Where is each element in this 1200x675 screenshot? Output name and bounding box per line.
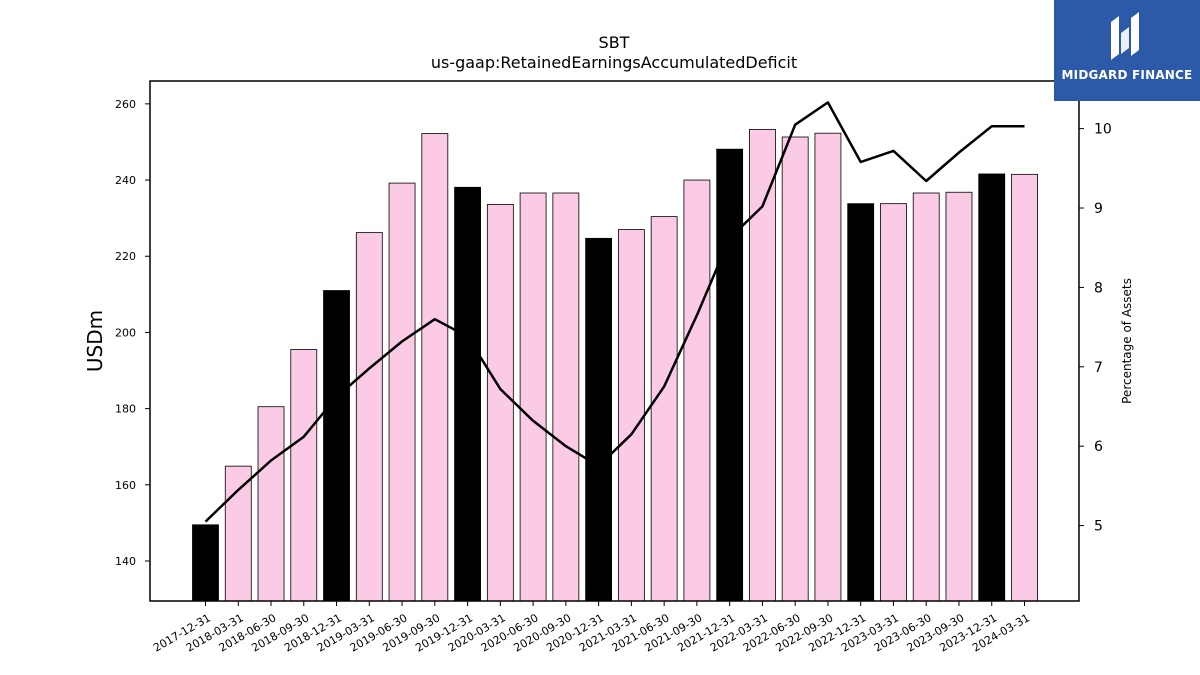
bar-group <box>192 128 1038 602</box>
bar <box>355 232 383 602</box>
bar <box>519 192 547 602</box>
y2-axis-label: Percentage of Assets <box>1120 278 1134 404</box>
y-tick-label: 180 <box>115 403 136 416</box>
bar <box>716 148 744 602</box>
y-axis-label: USDm <box>83 310 107 372</box>
bar <box>814 132 842 602</box>
y2-tick-label: 6 <box>1094 439 1103 455</box>
y2-tick-label: 8 <box>1094 280 1103 296</box>
y-axis: 140 160 180 200 220 240 260 <box>115 98 150 568</box>
line-series <box>204 101 1025 523</box>
chart-subtitle: us-gaap:RetainedEarningsAccumulatedDefic… <box>431 53 797 72</box>
bar <box>192 524 219 602</box>
logo-text: MIDGARD FINANCE <box>1061 68 1193 82</box>
bar <box>224 465 252 602</box>
y2-axis: 5 6 7 8 9 10 <box>1079 122 1112 535</box>
bar <box>617 229 645 602</box>
bar <box>978 173 1006 602</box>
plot-frame <box>149 80 1080 602</box>
bar <box>290 349 318 602</box>
chart-title: SBT <box>599 33 630 52</box>
bar <box>388 182 416 602</box>
bar <box>486 204 514 602</box>
bar <box>1011 173 1038 602</box>
brand-logo: MIDGARD FINANCE <box>1054 0 1200 101</box>
y2-tick-label: 9 <box>1094 201 1103 217</box>
bar <box>552 192 580 602</box>
y-tick-label: 220 <box>115 250 136 263</box>
y-tick-label: 240 <box>115 174 136 187</box>
x-axis: 2017-12-312018-03-312018-06-302018-09-30… <box>151 601 1032 655</box>
line-group <box>204 101 1025 523</box>
y-tick-label: 140 <box>115 555 136 568</box>
bar <box>880 203 907 602</box>
bar <box>421 133 449 602</box>
bar <box>323 290 350 602</box>
bar <box>585 237 613 602</box>
y2-tick-label: 10 <box>1094 122 1112 138</box>
y2-tick-label: 7 <box>1094 360 1103 376</box>
y-tick-label: 160 <box>115 479 136 492</box>
logo-mark-icon <box>1111 12 1139 60</box>
bar <box>945 191 973 602</box>
bar <box>257 406 285 602</box>
bar <box>454 186 481 602</box>
bar <box>912 192 940 602</box>
y2-tick-label: 5 <box>1094 519 1103 535</box>
bar <box>749 128 776 602</box>
bar <box>650 216 678 602</box>
y-tick-label: 260 <box>115 98 136 111</box>
bar <box>847 203 875 602</box>
bar <box>781 136 809 602</box>
bar <box>683 179 711 602</box>
y-tick-label: 200 <box>115 326 136 339</box>
